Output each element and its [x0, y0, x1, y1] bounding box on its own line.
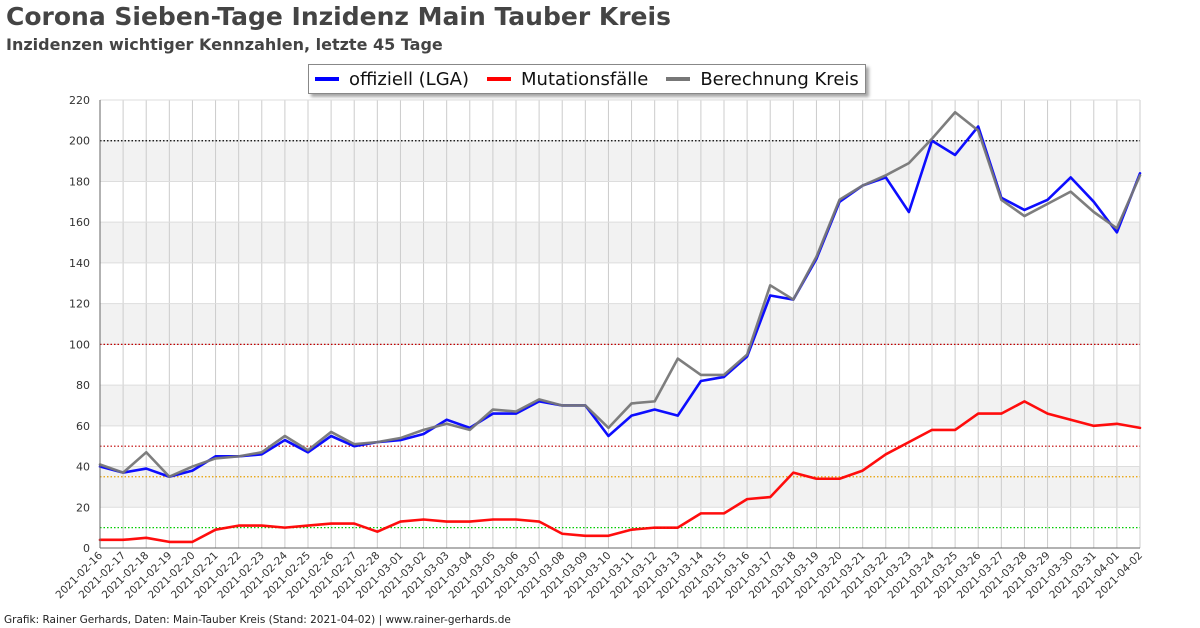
y-tick-label: 160 — [69, 216, 90, 229]
grid-band — [100, 385, 1140, 426]
y-tick-label: 220 — [69, 94, 90, 107]
y-tick-label: 140 — [69, 257, 90, 270]
chart-legend: offiziell (LGA) Mutationsfälle Berechnung … — [308, 64, 866, 94]
legend-label: Berechnung Kreis — [700, 68, 859, 90]
grid-band — [100, 303, 1140, 345]
legend-item: offiziell (LGA) — [315, 69, 469, 90]
chart-title: Corona Sieben-Tage Inzidenz Main Tauber … — [6, 2, 671, 31]
series-line-1 — [98, 125, 1142, 479]
y-tick-label: 40 — [76, 461, 90, 474]
grid-band — [100, 222, 1140, 263]
y-tick-label: 80 — [76, 379, 90, 392]
y-tick-labels: 0 20 40 60 80 100 120 140 160 180 200 220 — [69, 94, 90, 555]
series-line-3 — [98, 110, 1142, 479]
legend-item: Mutationsfälle — [487, 69, 648, 90]
series-line-2 — [98, 400, 1142, 544]
background-bands — [100, 140, 1140, 508]
legend-item: Berechnung Kreis — [666, 68, 859, 90]
footer-credit: Grafik: Rainer Gerhards, Daten: Main-Tau… — [4, 614, 511, 626]
legend-label: offiziell (LGA) — [349, 68, 469, 90]
series-lines — [98, 110, 1142, 544]
grid-lines — [99, 99, 1141, 549]
y-tick-label: 0 — [83, 542, 90, 555]
legend-swatch — [666, 77, 691, 81]
x-tick-labels: 2021-02-162021-02-172021-02-182021-02-19… — [53, 549, 1145, 601]
y-tick-label: 180 — [69, 175, 90, 188]
legend-swatch — [315, 77, 339, 81]
grid-band — [100, 140, 1140, 182]
legend-label: Mutationsfälle — [521, 68, 649, 90]
y-tick-label: 200 — [69, 135, 90, 148]
y-tick-label: 120 — [69, 298, 90, 311]
y-tick-label: 100 — [69, 338, 90, 351]
legend-swatch — [487, 77, 511, 81]
chart-subtitle: Inzidenzen wichtiger Kennzahlen, letzte … — [6, 35, 443, 54]
y-tick-label: 20 — [76, 501, 90, 514]
grid-band — [100, 466, 1140, 508]
y-tick-label: 60 — [76, 420, 90, 433]
axes — [99, 100, 1140, 549]
